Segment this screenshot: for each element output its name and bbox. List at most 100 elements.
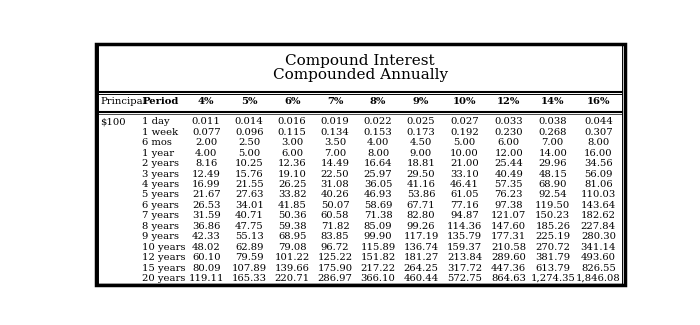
Text: 366.10: 366.10 [360,274,395,283]
Text: 0.044: 0.044 [584,117,612,126]
Text: 317.72: 317.72 [447,264,482,273]
Text: 80.09: 80.09 [192,264,220,273]
Text: 0.077: 0.077 [192,128,220,137]
Text: 225.19: 225.19 [536,232,570,241]
Text: 7.00: 7.00 [542,138,564,147]
Text: 107.89: 107.89 [232,264,267,273]
Text: 135.79: 135.79 [447,232,482,241]
Text: 0.014: 0.014 [234,117,264,126]
Text: 119.50: 119.50 [535,201,570,210]
Text: 220.71: 220.71 [274,274,309,283]
Text: 21.00: 21.00 [450,159,479,168]
Text: 7 years: 7 years [142,211,179,220]
Text: 381.79: 381.79 [536,253,570,262]
Text: 101.22: 101.22 [274,253,310,262]
Text: 34.56: 34.56 [584,159,612,168]
Text: 217.22: 217.22 [360,264,395,273]
Text: 8.00: 8.00 [367,149,389,158]
Text: 94.87: 94.87 [450,211,479,220]
Text: 29.50: 29.50 [407,170,435,178]
Text: 21.55: 21.55 [235,180,264,189]
Text: 151.82: 151.82 [360,253,395,262]
Text: 826.55: 826.55 [581,264,616,273]
Text: 7.00: 7.00 [324,149,346,158]
Text: 175.90: 175.90 [318,264,353,273]
Text: 1,846.08: 1,846.08 [576,274,621,283]
Text: 97.38: 97.38 [494,201,523,210]
Text: 0.038: 0.038 [538,117,567,126]
Text: 121.07: 121.07 [491,211,526,220]
Text: 14%: 14% [541,97,564,106]
Text: 0.230: 0.230 [494,128,523,137]
Text: 68.95: 68.95 [278,232,307,241]
Text: 5.00: 5.00 [454,138,475,147]
Text: 3.00: 3.00 [281,138,303,147]
Text: 22.50: 22.50 [321,170,349,178]
Text: 0.011: 0.011 [192,117,220,126]
Text: 96.72: 96.72 [321,243,349,252]
Text: 12.36: 12.36 [278,159,307,168]
Text: Period: Period [142,97,178,106]
Text: 0.134: 0.134 [321,128,349,137]
Text: 0.307: 0.307 [584,128,612,137]
Text: 29.96: 29.96 [538,159,567,168]
Text: 460.44: 460.44 [403,274,439,283]
Text: 48.15: 48.15 [538,170,567,178]
Text: 34.01: 34.01 [234,201,264,210]
Text: 110.03: 110.03 [581,190,616,200]
Text: 31.59: 31.59 [192,211,220,220]
Text: 50.07: 50.07 [321,201,349,210]
Text: Compound Interest: Compound Interest [286,54,435,68]
Text: 18.81: 18.81 [407,159,435,168]
Text: 6.00: 6.00 [281,149,303,158]
Text: 447.36: 447.36 [491,264,526,273]
Text: 165.33: 165.33 [232,274,267,283]
Text: 60.10: 60.10 [192,253,220,262]
Text: 0.025: 0.025 [407,117,435,126]
Text: 68.90: 68.90 [538,180,567,189]
Text: 572.75: 572.75 [447,274,482,283]
Text: 79.08: 79.08 [278,243,307,252]
Text: 60.58: 60.58 [321,211,349,220]
Text: 136.74: 136.74 [403,243,438,252]
Text: 181.27: 181.27 [403,253,439,262]
Text: 114.36: 114.36 [447,222,482,231]
Text: 289.60: 289.60 [491,253,526,262]
Text: 56.09: 56.09 [584,170,612,178]
Text: 19.10: 19.10 [278,170,307,178]
Text: 10.25: 10.25 [235,159,264,168]
Text: 61.05: 61.05 [450,190,479,200]
Text: 46.41: 46.41 [450,180,479,189]
Text: 58.69: 58.69 [364,201,392,210]
Text: 53.86: 53.86 [407,190,435,200]
Text: 36.05: 36.05 [364,180,392,189]
Text: 12.00: 12.00 [494,149,523,158]
Text: 71.82: 71.82 [321,222,349,231]
Text: 20 years: 20 years [142,274,186,283]
Text: 42.33: 42.33 [192,232,220,241]
Text: 8.00: 8.00 [587,138,610,147]
Text: 6 years: 6 years [142,201,179,210]
Text: 14.49: 14.49 [321,159,349,168]
Text: 341.14: 341.14 [580,243,616,252]
Text: 139.66: 139.66 [274,264,309,273]
Text: 493.60: 493.60 [581,253,616,262]
Text: 33.10: 33.10 [450,170,479,178]
Text: 7%: 7% [327,97,343,106]
Text: 16.64: 16.64 [364,159,393,168]
Text: 48.02: 48.02 [192,243,220,252]
Text: 4.00: 4.00 [367,138,389,147]
Text: 2.00: 2.00 [195,138,218,147]
Text: 182.62: 182.62 [581,211,616,220]
Text: 0.153: 0.153 [364,128,393,137]
Text: 9%: 9% [413,97,429,106]
Text: 6 mos: 6 mos [142,138,172,147]
Text: 4.50: 4.50 [410,138,432,147]
Text: 9 years: 9 years [142,232,179,241]
Text: 62.89: 62.89 [235,243,263,252]
Text: 3.50: 3.50 [324,138,346,147]
Text: 0.033: 0.033 [494,117,523,126]
Text: 16.99: 16.99 [192,180,220,189]
Text: 16.00: 16.00 [584,149,612,158]
Text: 8.16: 8.16 [195,159,218,168]
